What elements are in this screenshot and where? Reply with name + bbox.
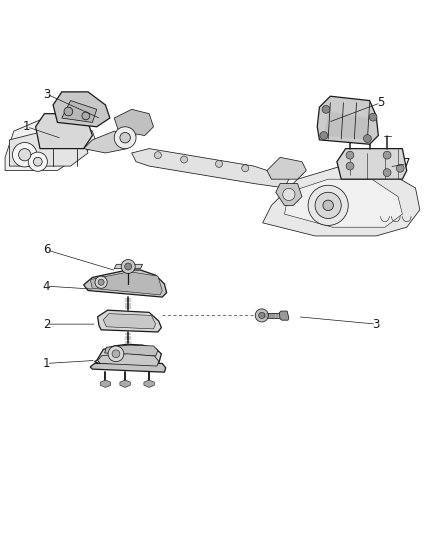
Circle shape [383,151,391,159]
Polygon shape [103,313,155,329]
Polygon shape [35,114,92,149]
Polygon shape [98,354,159,366]
Text: 2: 2 [43,318,50,330]
Circle shape [396,164,404,172]
Circle shape [121,260,135,273]
Polygon shape [95,344,161,369]
Circle shape [64,107,73,116]
Polygon shape [10,127,88,166]
Circle shape [120,133,131,143]
Polygon shape [84,131,136,153]
Text: 6: 6 [43,244,50,256]
Circle shape [346,162,354,170]
Circle shape [259,312,265,318]
Circle shape [125,263,132,270]
Polygon shape [263,166,420,236]
Text: 3: 3 [43,87,50,101]
Text: 4: 4 [43,280,50,293]
Text: 1: 1 [43,357,50,370]
Circle shape [215,160,223,167]
Polygon shape [114,264,143,269]
Polygon shape [5,118,97,171]
Polygon shape [120,380,131,387]
Circle shape [98,279,104,285]
Polygon shape [263,313,280,318]
Circle shape [283,188,295,200]
Circle shape [112,350,120,358]
Polygon shape [90,272,162,295]
Circle shape [320,132,328,140]
Polygon shape [132,149,289,188]
Polygon shape [90,364,166,372]
Circle shape [108,346,124,362]
Circle shape [308,185,348,225]
Circle shape [82,112,90,120]
Polygon shape [144,380,154,387]
Circle shape [346,151,354,159]
Polygon shape [337,149,407,179]
Polygon shape [62,101,97,123]
Polygon shape [114,109,153,135]
Circle shape [180,156,187,163]
Polygon shape [285,179,403,227]
Text: 1: 1 [23,120,31,133]
Text: 7: 7 [403,157,410,171]
Polygon shape [98,310,161,332]
Polygon shape [317,96,378,144]
Circle shape [242,165,249,172]
Circle shape [364,135,371,142]
Polygon shape [53,92,110,127]
Text: 5: 5 [377,96,384,109]
Polygon shape [324,111,370,140]
Polygon shape [100,380,111,387]
Polygon shape [279,311,289,320]
Circle shape [114,127,136,149]
Text: 3: 3 [372,318,380,330]
Circle shape [255,309,268,322]
Circle shape [18,149,31,161]
Circle shape [323,200,333,211]
Circle shape [33,157,42,166]
Circle shape [383,169,391,176]
Circle shape [12,142,37,167]
Circle shape [322,106,330,113]
Circle shape [369,113,377,121]
Polygon shape [276,183,302,205]
Polygon shape [267,157,306,179]
Polygon shape [84,270,166,297]
Circle shape [95,276,107,288]
Circle shape [154,152,161,159]
Polygon shape [105,345,158,356]
Circle shape [315,192,341,219]
Circle shape [28,152,47,171]
